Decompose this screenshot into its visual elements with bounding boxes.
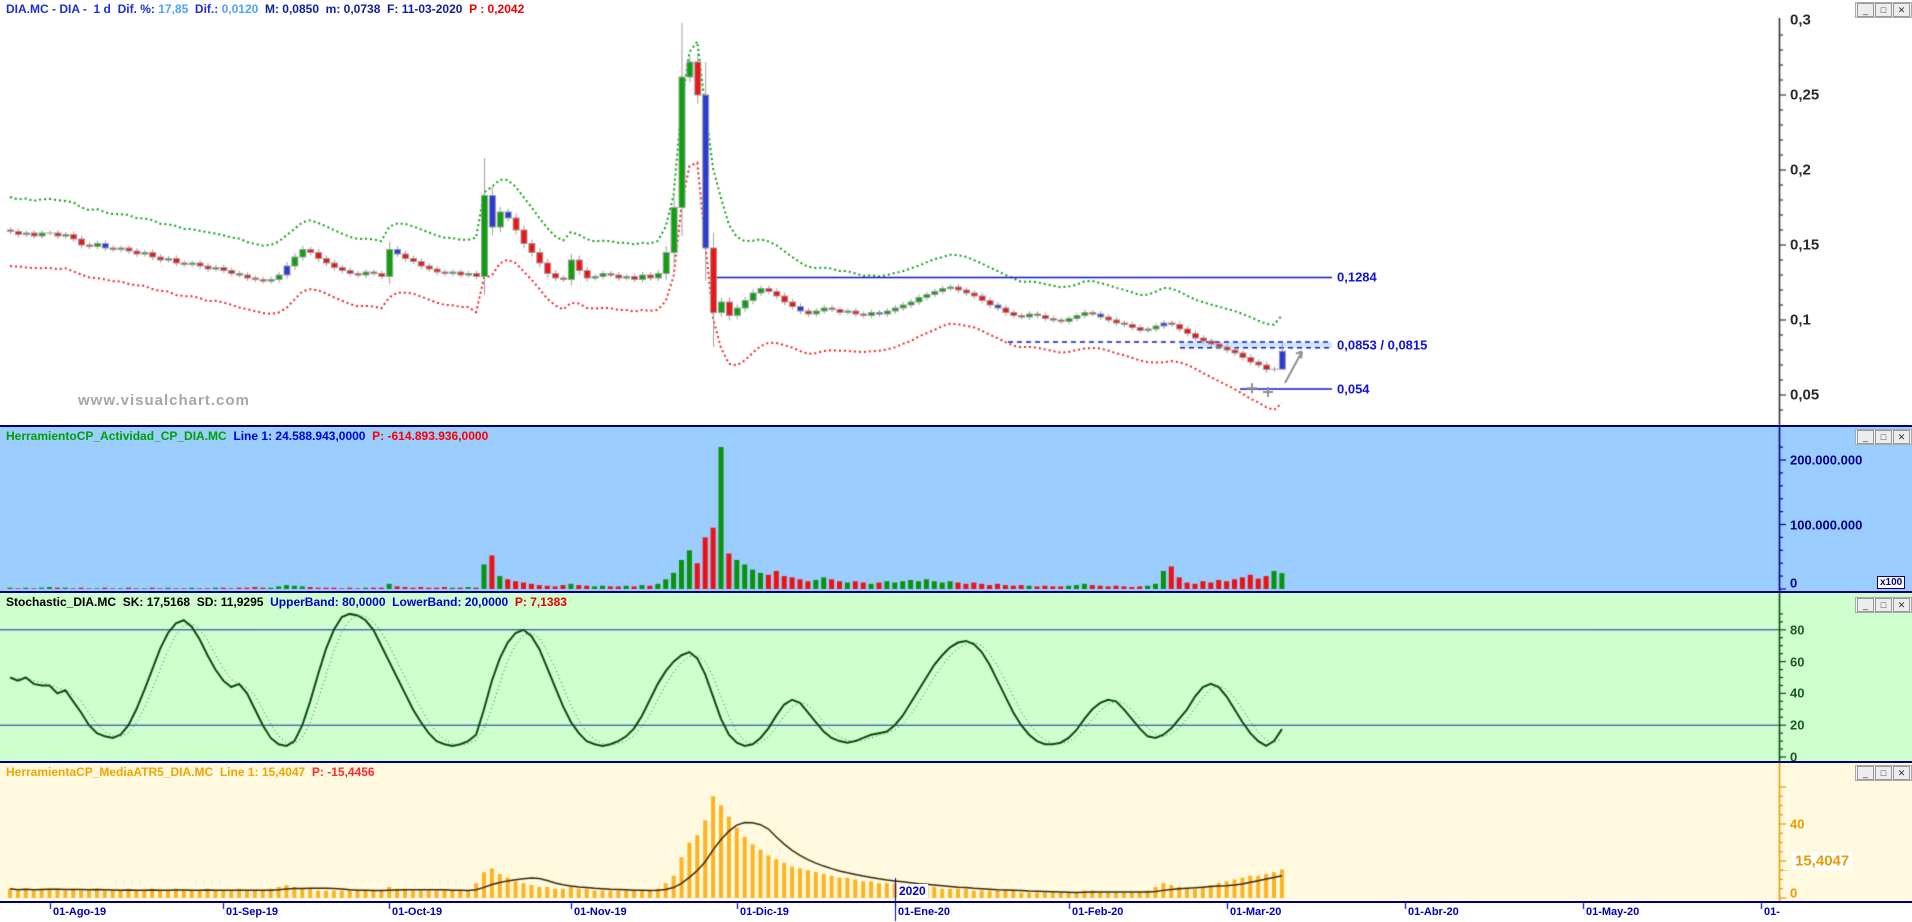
atr-panel-header: HerramientaCP_MediaATR5_DIA.MC Line 1: 1… <box>6 765 375 779</box>
minimize-button[interactable]: _ <box>1857 430 1874 444</box>
close-button[interactable]: ✕ <box>1893 430 1910 444</box>
atr-header-segment-1: P: -15,4456 <box>311 765 375 779</box>
price-axis-label: 0,3 <box>1790 11 1811 29</box>
month-label: 01-May-20 <box>1586 906 1640 918</box>
maximize-button[interactable]: □ <box>1875 430 1892 444</box>
atr-line-value-badge: 15,4047 <box>1792 852 1853 870</box>
month-label: 01- <box>1764 906 1780 918</box>
month-label: 01-Mar-20 <box>1230 906 1282 918</box>
maximize-button[interactable]: □ <box>1875 3 1892 17</box>
price-header-segment-6: P : 0,2042 <box>469 2 525 16</box>
atr-line-arrow-icon: ← <box>1779 863 1790 875</box>
stochastic-header-segment-0: Stochastic_DIA.MC SK: 17,5168 SD: 11,929… <box>6 595 271 609</box>
price-header-segment-5: M: 0,0850 m: 0,0738 F: 11-03-2020 <box>258 2 470 16</box>
month-label: 01-Dic-19 <box>740 906 789 918</box>
price-axis-label: 0,25 <box>1790 86 1820 104</box>
year-marker: 2020 <box>897 884 928 898</box>
panel-window-controls: _ □ ✕ <box>1855 597 1912 613</box>
volume-axis-label: 200.000.000 <box>1790 452 1863 468</box>
month-label: 01-Nov-19 <box>574 906 627 918</box>
stochastic-axis-label: 80 <box>1790 622 1805 638</box>
volume-axis-label: 100.000.000 <box>1790 517 1863 532</box>
close-button[interactable]: ✕ <box>1893 598 1910 612</box>
volume-header-segment-1: Line 1: 24.588.943,0000 <box>233 429 373 443</box>
panel-window-controls: _ □ ✕ <box>1855 765 1912 781</box>
stochastic-axis-label: 60 <box>1790 654 1805 670</box>
price-axis-label: 0,05 <box>1790 386 1820 404</box>
close-button[interactable]: ✕ <box>1893 766 1910 780</box>
price-header-segment-1: Dif. %: <box>117 2 159 16</box>
price-axis-label: 0,15 <box>1790 236 1820 254</box>
volume-header-segment-0: HerramientoCP_Actividad_CP_DIA.MC <box>6 429 234 443</box>
support-level-label: 0,054 <box>1337 381 1370 397</box>
volume-panel-header: HerramientoCP_Actividad_CP_DIA.MC Line 1… <box>6 429 488 443</box>
price-panel-header: DIA.MC - DIA - 1 d Dif. %: 17,85 Dif.: 0… <box>6 2 524 16</box>
month-label: 01-Abr-20 <box>1408 906 1459 918</box>
panel-separator <box>0 761 1912 763</box>
volume-axis-label: 0 <box>1790 575 1798 591</box>
maximize-button[interactable]: □ <box>1875 598 1892 612</box>
visualchart-watermark: www.visualchart.com <box>78 392 250 409</box>
volume-scale-badge: x100 <box>1877 576 1906 589</box>
panel-separator <box>0 901 1912 903</box>
month-label: 01-Feb-20 <box>1072 906 1124 918</box>
price-header-segment-2: 17,85 <box>158 2 189 16</box>
close-button[interactable]: ✕ <box>1893 3 1910 17</box>
price-header-segment-3: Dif.: <box>188 2 222 16</box>
volume-header-segment-2: P: -614.893.936,0000 <box>372 429 489 443</box>
price-header-segment-0: DIA.MC - DIA - 1 d <box>6 2 118 16</box>
maximize-button[interactable]: □ <box>1875 766 1892 780</box>
stochastic-axis-label: 40 <box>1790 685 1805 701</box>
atr-axis-label: 0 <box>1790 885 1798 901</box>
price-axis-label: 0,1 <box>1790 311 1811 329</box>
month-label: 01-Ago-19 <box>53 906 107 918</box>
stochastic-panel-header: Stochastic_DIA.MC SK: 17,5168 SD: 11,929… <box>6 595 567 609</box>
target-zone-label: 0,0853 / 0,0815 <box>1337 337 1428 353</box>
panel-window-controls: _ □ ✕ <box>1855 429 1912 445</box>
minimize-button[interactable]: _ <box>1857 766 1874 780</box>
panel-separator <box>0 591 1912 593</box>
atr-axis-label: 40 <box>1790 816 1805 832</box>
month-label: 01-Ene-20 <box>898 906 950 918</box>
minimize-button[interactable]: _ <box>1857 3 1874 17</box>
minimize-button[interactable]: _ <box>1857 598 1874 612</box>
atr-header-segment-0: HerramientaCP_MediaATR5_DIA.MC Line 1: 1… <box>6 765 312 779</box>
month-label: 01-Sep-19 <box>226 906 278 918</box>
stochastic-header-segment-2: P: 7,1383 <box>514 595 567 609</box>
panel-separator <box>0 425 1912 427</box>
panel-window-controls: _ □ ✕ <box>1855 2 1912 18</box>
resistance-level-label: 0,1284 <box>1337 269 1377 285</box>
stochastic-axis-label: 20 <box>1790 717 1805 733</box>
stochastic-axis-label: 0 <box>1790 749 1798 765</box>
price-axis-label: 0,2 <box>1790 161 1811 179</box>
month-label: 01-Oct-19 <box>392 906 443 918</box>
stochastic-header-segment-1: UpperBand: 80,0000 LowerBand: 20,0000 <box>270 595 515 609</box>
price-header-segment-4: 0,0120 <box>221 2 259 16</box>
